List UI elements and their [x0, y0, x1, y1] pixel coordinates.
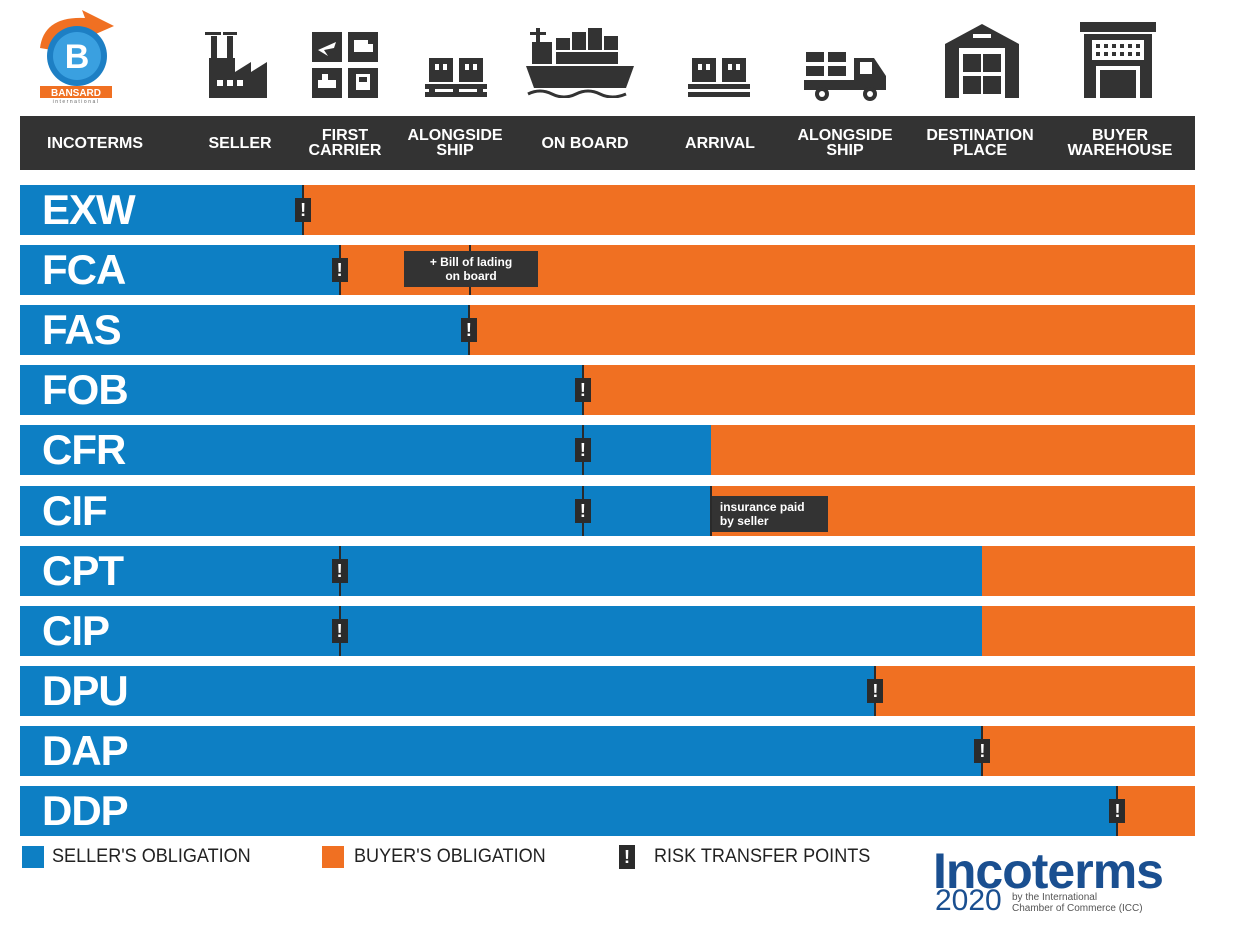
seller-obligation-bar: [20, 485, 711, 536]
incoterm-row: CPT!: [20, 545, 1195, 596]
incoterm-code: FCA: [42, 246, 126, 294]
logo-name: BANSARD: [51, 88, 101, 99]
bansard-logo: B BANSARD international: [30, 8, 120, 105]
header-buyer-warehouse: BUYER WAREHOUSE: [1067, 127, 1173, 159]
incoterm-code: CPT: [42, 546, 124, 594]
risk-transfer-marker: !: [974, 738, 991, 763]
seller-obligation-bar: [20, 425, 711, 476]
incoterm-row: FAS!: [20, 305, 1195, 356]
legend-risk-icon: !: [619, 845, 635, 869]
header-seller: SELLER: [208, 134, 272, 152]
buyer-obligation-bar: [982, 605, 1195, 656]
buyer-obligation-bar: [582, 365, 1195, 416]
buyer-obligation-bar: [468, 305, 1195, 356]
header-on-board: ON BOARD: [541, 134, 629, 152]
legend-seller-swatch: [22, 846, 44, 868]
incoterm-code: FAS: [42, 306, 122, 354]
incoterm-row: FOB!: [20, 365, 1195, 416]
seller-obligation-bar: [20, 185, 304, 235]
insurance-line: [709, 485, 712, 536]
container-ship-icon: [526, 22, 636, 103]
incoterm-code: CIF: [42, 486, 108, 534]
incoterms-brand-name: Incoterms: [933, 843, 1164, 899]
header-destination-place: DESTINATION PLACE: [926, 127, 1034, 159]
seller-obligation-bar: [20, 725, 983, 776]
incoterm-row: FCA! + Bill of lading on board: [20, 245, 1195, 296]
incoterm-code: CIP: [42, 606, 110, 654]
logo-sub: international: [53, 99, 100, 104]
risk-transfer-marker: !: [574, 378, 591, 403]
truck-icon: [804, 50, 888, 107]
incoterm-row: DPU!: [20, 665, 1195, 716]
buyer-warehouse-icon: [1080, 22, 1156, 103]
factory-icon: [205, 28, 269, 103]
seller-obligation-bar: [20, 305, 469, 356]
buyer-obligation-bar: [982, 545, 1195, 596]
incoterm-note: + Bill of lading on board: [404, 251, 538, 288]
incoterm-note: insurance paid by seller: [711, 495, 828, 532]
pallet-icon: [688, 56, 750, 103]
seller-obligation-bar: [20, 605, 983, 656]
buyer-obligation-bar: [710, 425, 1195, 476]
header-incoterms: INCOTERMS: [47, 134, 143, 152]
header-alongside-ship: ALONGSIDE SHIP: [407, 127, 503, 159]
risk-transfer-marker: !: [331, 558, 348, 583]
header-alongside-ship-destination: ALONGSIDE SHIP: [797, 127, 893, 159]
legend-buyer-label: BUYER'S OBLIGATION: [354, 846, 546, 867]
incoterm-code: DPU: [42, 666, 129, 714]
risk-transfer-marker: !: [574, 498, 591, 523]
incoterm-row: CFR!: [20, 425, 1195, 476]
incoterm-code: EXW: [42, 186, 136, 233]
svg-text:B: B: [65, 38, 90, 76]
seller-obligation-bar: [20, 245, 340, 296]
legend-seller-label: SELLER'S OBLIGATION: [52, 846, 251, 867]
incoterms-brand-year: 2020: [935, 884, 1002, 917]
legend-risk-label: RISK TRANSFER POINTS: [654, 846, 871, 867]
warehouse-icon: [945, 22, 1019, 103]
seller-obligation-bar: [20, 786, 1118, 836]
incoterm-code: CFR: [42, 426, 126, 474]
incoterm-code: DAP: [42, 726, 129, 774]
risk-transfer-marker: !: [331, 618, 348, 643]
pallet-icon: [425, 56, 487, 103]
risk-transfer-marker: !: [331, 258, 348, 283]
incoterm-row: DAP!: [20, 725, 1195, 776]
header-arrival: ARRIVAL: [685, 134, 755, 152]
header-first-carrier: FIRST CARRIER: [308, 127, 382, 159]
risk-transfer-marker: !: [460, 318, 477, 343]
risk-transfer-marker: !: [574, 438, 591, 463]
incoterm-row: CIP!: [20, 605, 1195, 656]
buyer-obligation-bar: [875, 665, 1195, 716]
seller-obligation-bar: [20, 545, 983, 596]
buyer-obligation-bar: [982, 725, 1195, 776]
risk-transfer-marker: !: [867, 678, 884, 703]
seller-obligation-bar: [20, 365, 583, 416]
seller-obligation-bar: [20, 665, 876, 716]
transport-modes-icon: [310, 30, 380, 105]
legend-buyer-swatch: [322, 846, 344, 868]
incoterm-row: EXW!: [20, 185, 1195, 235]
buyer-obligation-bar: [303, 185, 1195, 235]
buyer-obligation-bar: [1117, 786, 1195, 836]
incoterms-brand-byline: by the International Chamber of Commerce…: [1012, 892, 1143, 914]
incoterm-row: DDP!: [20, 786, 1195, 836]
risk-transfer-marker: !: [1109, 799, 1126, 823]
incoterm-code: FOB: [42, 366, 129, 414]
risk-transfer-marker: !: [295, 198, 312, 222]
incoterm-row: CIF! insurance paid by seller: [20, 485, 1195, 536]
incoterm-code: DDP: [42, 787, 129, 834]
incoterms-header: INCOTERMS SELLER FIRST CARRIER ALONGSIDE…: [20, 116, 1195, 170]
